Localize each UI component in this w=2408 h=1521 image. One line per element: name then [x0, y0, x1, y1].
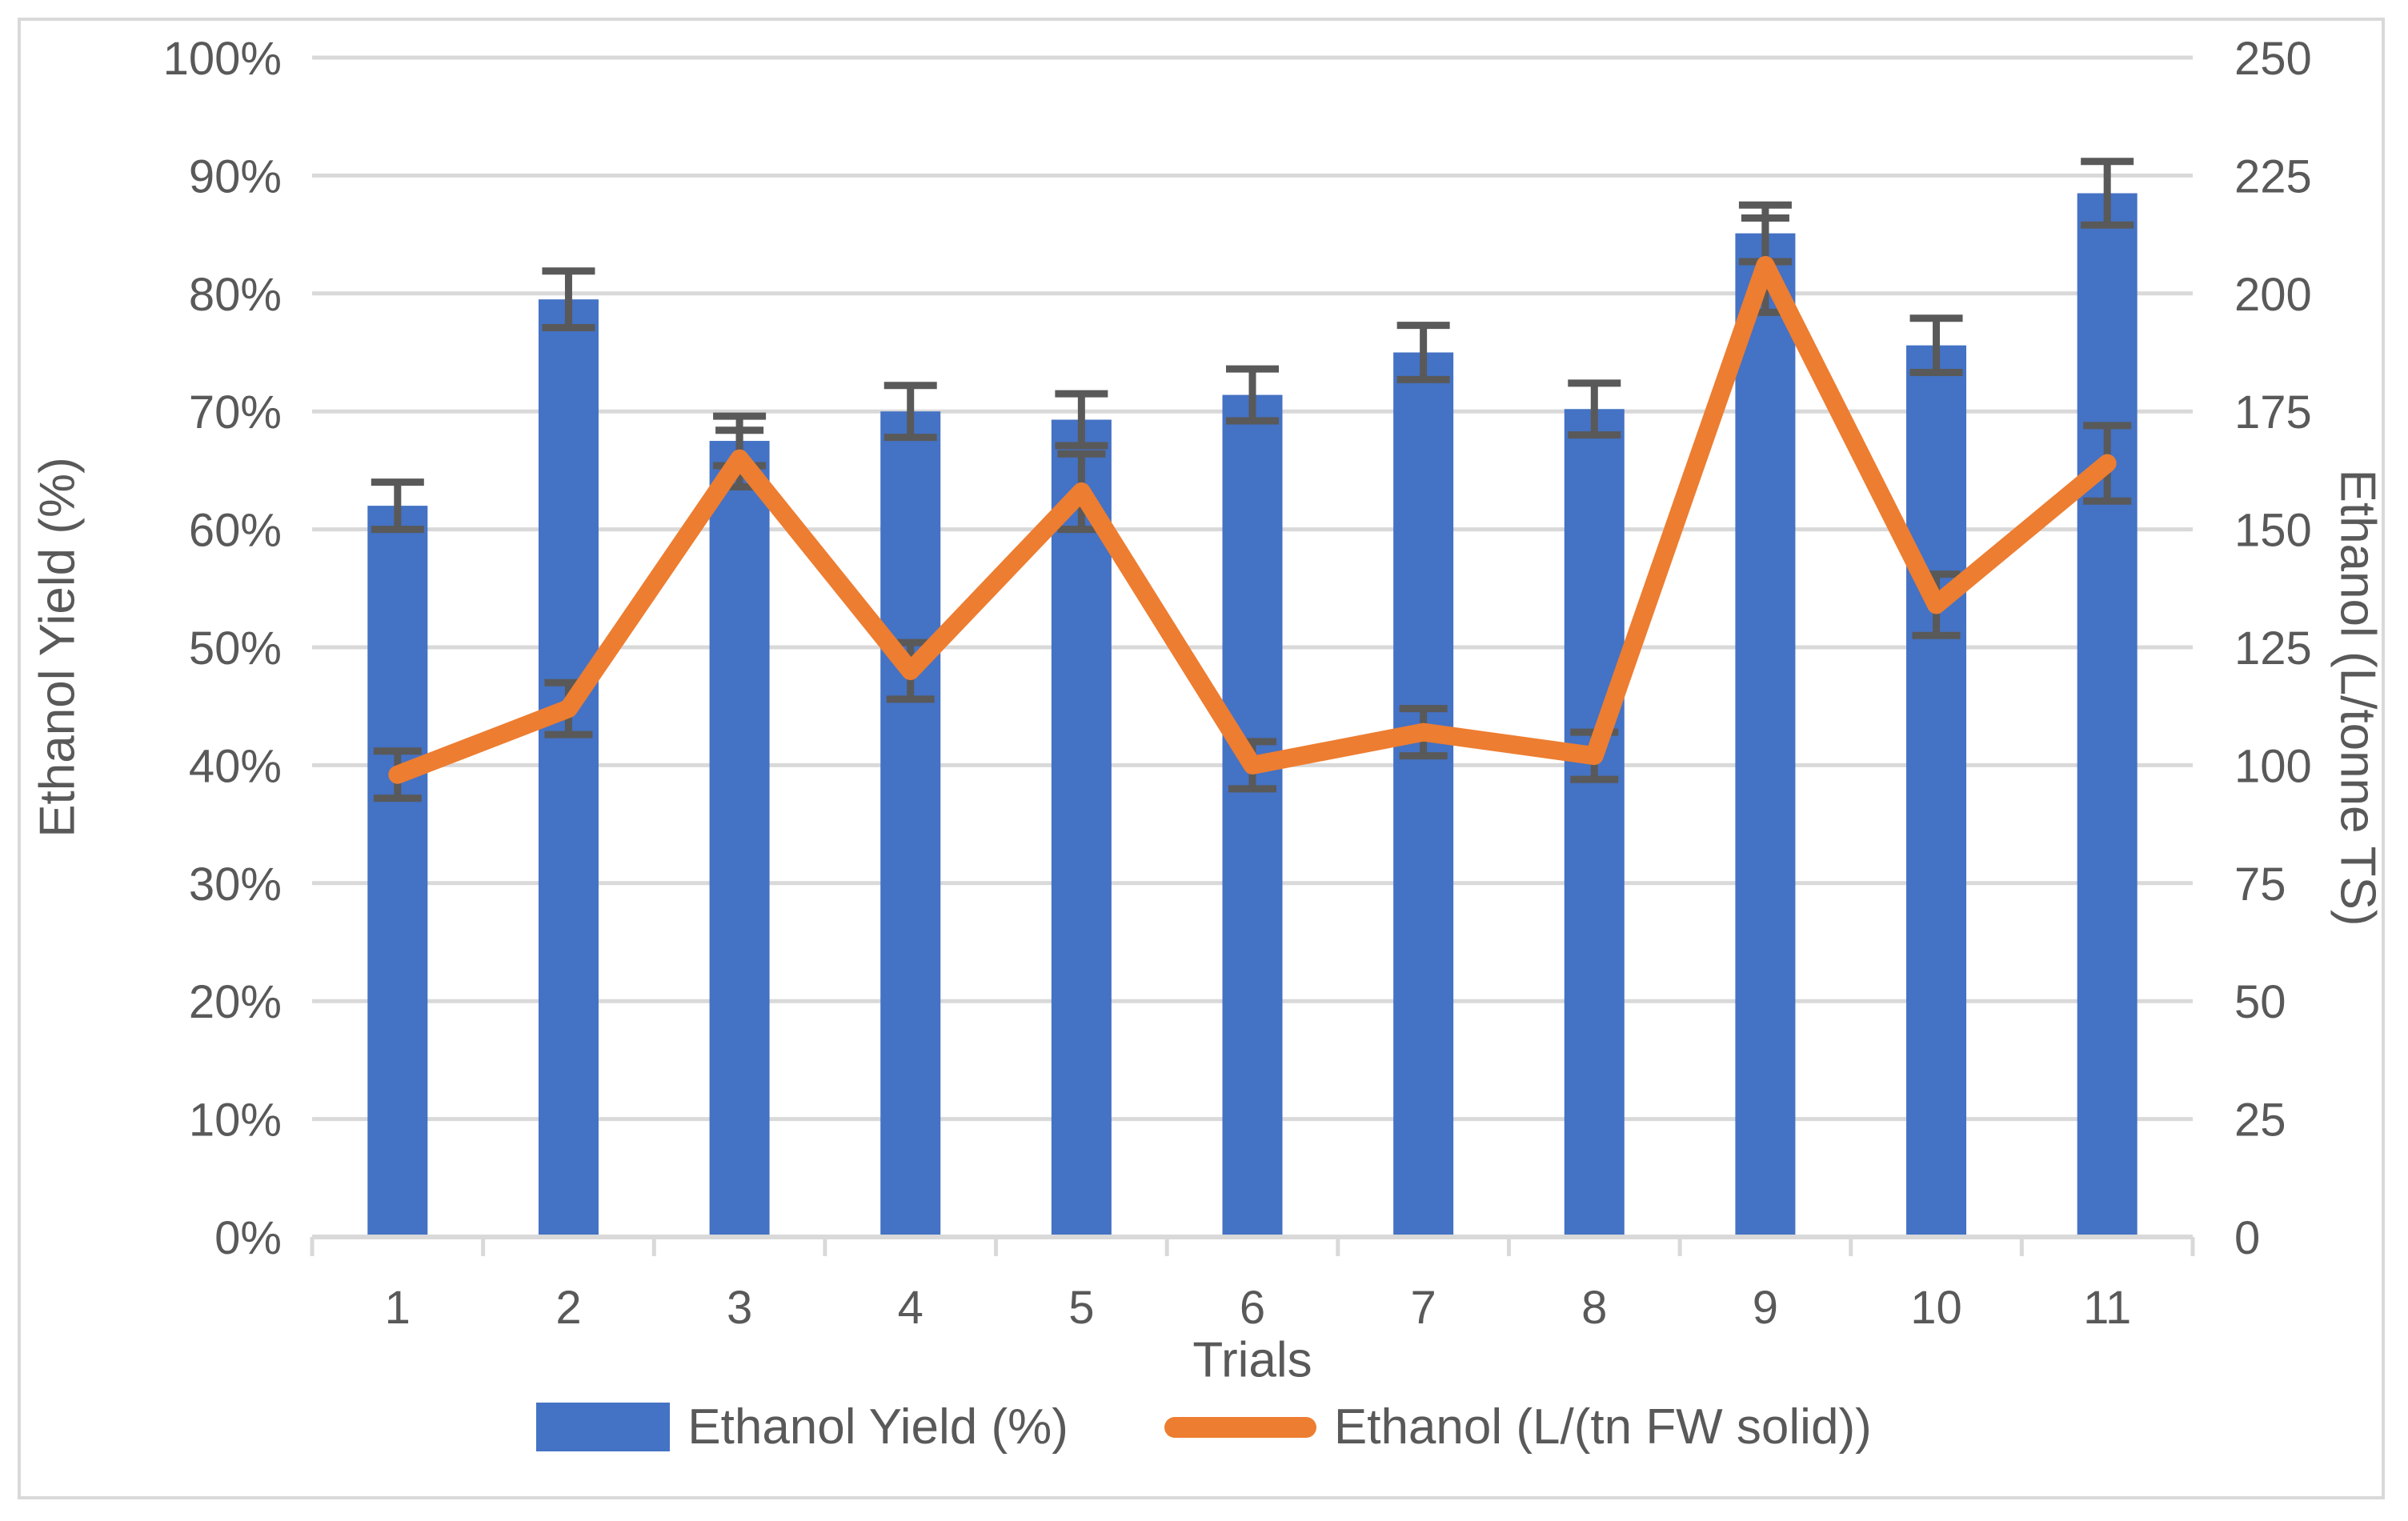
- bar: [880, 411, 941, 1238]
- right-axis-tick-label: 250: [2234, 33, 2312, 85]
- x-axis-tick-label: 5: [1068, 1282, 1094, 1334]
- x-axis-tick-label: 8: [1581, 1282, 1607, 1334]
- bar: [1906, 345, 1967, 1237]
- x-axis-tick-label: 4: [898, 1282, 924, 1334]
- x-axis-tick-label: 9: [1753, 1282, 1778, 1334]
- right-axis-tick-label: 100: [2234, 740, 2312, 792]
- right-axis-tick-label: 150: [2234, 505, 2312, 557]
- right-axis-title: Ethanol (L/tonne TS): [2330, 469, 2386, 927]
- x-axis-tick-label: 6: [1240, 1282, 1265, 1334]
- left-axis-tick-label: 20%: [189, 976, 282, 1028]
- left-axis-tick-label: 0%: [214, 1212, 282, 1264]
- legend-item-line-series: Ethanol (L/(tn FW solid)): [1164, 1399, 1872, 1455]
- bar: [1222, 394, 1283, 1238]
- left-axis-tick-label: 100%: [163, 33, 282, 85]
- right-axis-tick-label: 225: [2234, 150, 2312, 202]
- line-series: [388, 255, 2117, 784]
- right-axis-tick-label: 200: [2234, 269, 2312, 321]
- right-axis-tick-label: 75: [2234, 859, 2286, 911]
- legend: Ethanol Yield (%) Ethanol (L/(tn FW soli…: [0, 1399, 2408, 1455]
- left-axis-tick-label: 90%: [189, 150, 282, 202]
- left-axis-title: Ethanol Yield (%): [30, 457, 86, 838]
- bar: [1051, 419, 1112, 1237]
- x-axis-tick-label: 3: [727, 1282, 752, 1334]
- x-axis-tick-label: 1: [385, 1282, 411, 1334]
- bar: [1735, 233, 1796, 1238]
- left-axis-tick-label: 50%: [189, 622, 282, 674]
- bar-series-swatch-icon: [536, 1403, 671, 1451]
- right-axis-tick-label: 50: [2234, 976, 2286, 1028]
- left-axis-tick-label: 60%: [189, 505, 282, 557]
- bar: [367, 506, 428, 1237]
- left-axis-tick-label: 10%: [189, 1095, 282, 1147]
- bar: [1564, 409, 1625, 1238]
- right-axis-tick-label: 125: [2234, 622, 2312, 674]
- x-axis-tick-label: 7: [1411, 1282, 1436, 1334]
- bar: [709, 441, 770, 1237]
- legend-item-bar-series: Ethanol Yield (%): [536, 1399, 1068, 1455]
- x-axis-tick-label: 2: [555, 1282, 581, 1334]
- line-series-swatch-icon: [1164, 1416, 1316, 1438]
- right-axis-tick-label: 25: [2234, 1095, 2286, 1147]
- x-axis-title: Trials: [1192, 1332, 1312, 1388]
- right-axis-tick-label: 0: [2234, 1212, 2260, 1264]
- legend-label-line-series: Ethanol (L/(tn FW solid)): [1333, 1399, 1872, 1455]
- left-axis-tick-label: 40%: [189, 740, 282, 792]
- left-axis-tick-label: 30%: [189, 859, 282, 911]
- left-axis-tick-label: 80%: [189, 269, 282, 321]
- x-axis-tick-label: 11: [2083, 1282, 2131, 1334]
- bar: [2077, 193, 2138, 1237]
- bar: [1393, 352, 1454, 1237]
- bar: [538, 299, 599, 1237]
- x-axis-tick-label: 10: [1910, 1282, 1962, 1334]
- chart-border: [18, 18, 2385, 1499]
- right-axis-tick-label: 175: [2234, 386, 2312, 438]
- legend-label-bar-series: Ethanol Yield (%): [687, 1399, 1068, 1455]
- left-axis-tick-label: 70%: [189, 386, 282, 438]
